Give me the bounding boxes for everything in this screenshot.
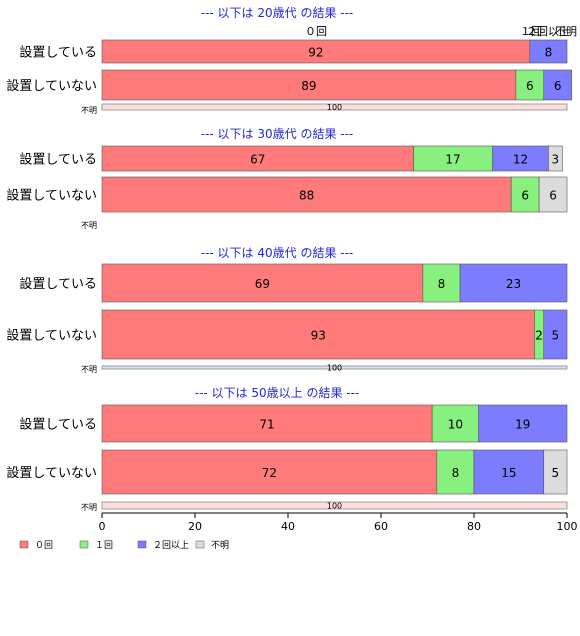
- legend-swatch: [195, 540, 205, 549]
- legend-swatch: [19, 540, 29, 549]
- x-tick-label: 80: [467, 520, 481, 533]
- bar-segment: [422, 263, 461, 303]
- data-label: 69: [255, 277, 270, 291]
- x-tick-label: 20: [188, 520, 202, 533]
- category-label: 設置している: [19, 276, 97, 292]
- data-label: 10: [448, 418, 463, 432]
- bar-segment: [101, 176, 512, 213]
- data-label: 100: [327, 364, 342, 373]
- data-label: 23: [506, 277, 521, 291]
- data-label: 6: [526, 79, 534, 93]
- x-tick-label: 40: [281, 520, 295, 533]
- category-label: 不明: [81, 106, 97, 115]
- data-label: 67: [250, 153, 265, 167]
- data-label: 6: [549, 189, 557, 203]
- bar-segment: [101, 263, 424, 303]
- bar-segment: [510, 176, 540, 213]
- category-label: 設置していない: [6, 78, 97, 94]
- header-label: １回: [520, 25, 542, 38]
- bar-segment: [413, 145, 493, 172]
- header-label: 不明: [555, 25, 577, 38]
- x-tick-label: 60: [374, 520, 388, 533]
- legend-label: 不明: [211, 540, 229, 551]
- x-tick-label: 100: [557, 520, 578, 533]
- category-label: 設置している: [19, 152, 97, 168]
- data-label: 6: [521, 189, 529, 203]
- x-tick-label: 0: [99, 520, 106, 533]
- data-label: 72: [262, 466, 277, 480]
- data-label: 93: [311, 329, 326, 343]
- panel-title: --- 以下は 20歳代 の結果 ---: [201, 6, 354, 20]
- bar-segment: [543, 449, 568, 495]
- data-label: 92: [308, 46, 323, 60]
- panel-title: --- 以下は 50歳以上 の結果 ---: [195, 386, 360, 400]
- category-label: 不明: [81, 503, 97, 512]
- data-label: 89: [301, 79, 316, 93]
- legend-label: ０回: [35, 540, 53, 551]
- bar-segment: [101, 145, 414, 172]
- category-label: 設置している: [19, 45, 97, 61]
- category-label: 不明: [81, 365, 97, 374]
- legend-label: ２回以上: [153, 540, 189, 551]
- legend-label: １回: [95, 540, 113, 551]
- data-label: 12: [513, 153, 528, 167]
- data-label: 8: [545, 46, 553, 60]
- bar-segment: [548, 145, 563, 172]
- bar-segment: [101, 365, 568, 370]
- data-label: 6: [554, 79, 562, 93]
- data-label: 100: [327, 502, 342, 511]
- category-label: 設置していない: [6, 328, 97, 344]
- bar-segment: [538, 176, 568, 213]
- bar-segment: [101, 69, 517, 101]
- data-label: 19: [515, 418, 530, 432]
- data-label: 15: [501, 466, 516, 480]
- category-label: 設置していない: [6, 188, 97, 204]
- data-label: 2: [535, 329, 543, 343]
- category-label: 不明: [81, 221, 97, 230]
- bar-segment: [473, 449, 545, 495]
- legend-swatch: [79, 540, 89, 549]
- data-label: 5: [552, 466, 560, 480]
- category-label: 設置していない: [6, 465, 97, 481]
- bar-segment: [543, 309, 568, 360]
- bar-segment: [543, 69, 572, 101]
- data-label: 88: [299, 189, 314, 203]
- bar-segment: [101, 501, 568, 510]
- header-label: ２回以上: [526, 25, 570, 38]
- bar-segment: [101, 449, 438, 495]
- data-label: 71: [259, 418, 274, 432]
- bar-segment: [478, 404, 568, 443]
- category-label: 設置している: [19, 417, 97, 433]
- bar-segment: [431, 404, 479, 443]
- data-label: 3: [552, 153, 560, 167]
- bar-segment: [529, 39, 568, 64]
- data-label: 8: [452, 466, 460, 480]
- data-label: 8: [438, 277, 446, 291]
- data-label: 17: [445, 153, 460, 167]
- data-label: 5: [552, 329, 560, 343]
- bar-segment: [492, 145, 549, 172]
- panel-title: --- 以下は 40歳代 の結果 ---: [201, 246, 354, 260]
- legend-swatch: [137, 540, 147, 549]
- bar-segment: [101, 103, 568, 111]
- panel-title: --- 以下は 30歳代 の結果 ---: [201, 127, 354, 141]
- bar-segment: [101, 404, 433, 443]
- bar-segment: [436, 449, 475, 495]
- header-label: ０回: [305, 25, 327, 38]
- data-label: 100: [327, 103, 342, 112]
- bar-segment: [101, 309, 535, 360]
- bar-segment: [515, 69, 545, 101]
- bar-segment: [459, 263, 568, 303]
